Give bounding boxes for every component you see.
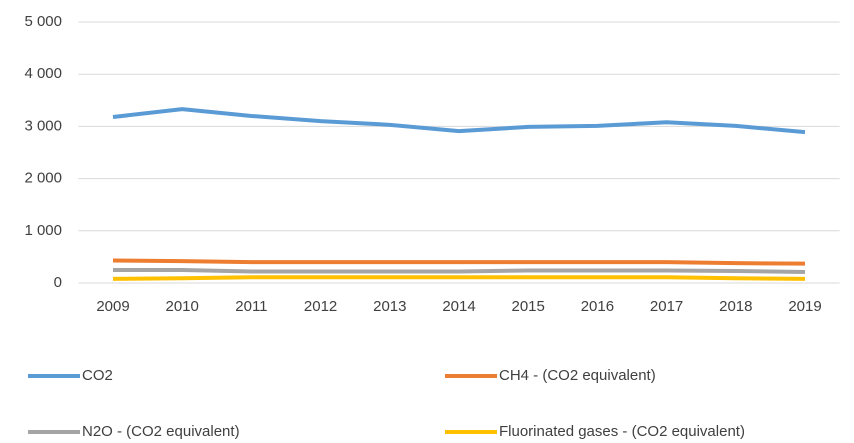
legend-label: CO2 (82, 367, 113, 384)
legend-label: CH4 - (CO2 equivalent) (499, 367, 656, 384)
x-tick-label: 2010 (166, 298, 199, 315)
x-tick-label: 2016 (581, 298, 614, 315)
x-tick-label: 2014 (442, 298, 475, 315)
x-tick-label: 2011 (235, 298, 267, 315)
series-line (112, 107, 806, 135)
x-tick-label: 2017 (650, 298, 683, 315)
series-line (112, 275, 806, 281)
y-tick-label: 0 (54, 274, 62, 291)
y-tick-label: 3 000 (24, 117, 62, 134)
x-tick-label: 2015 (512, 298, 545, 315)
x-tick-label: 2012 (304, 298, 337, 315)
y-tick-label: 1 000 (24, 222, 62, 239)
y-tick-label: 4 000 (24, 65, 62, 82)
x-tick-label: 2018 (719, 298, 752, 315)
legend-label: N2O - (CO2 equivalent) (82, 423, 240, 440)
y-tick-label: 5 000 (24, 13, 62, 30)
x-tick-label: 2019 (788, 298, 821, 315)
series-line (113, 267, 806, 275)
y-tick-label: 2 000 (24, 170, 62, 187)
legend-label: Fluorinated gases - (CO2 equivalent) (499, 423, 745, 440)
x-tick-label: 2009 (96, 298, 129, 315)
series-line (112, 258, 806, 266)
x-tick-label: 2013 (373, 298, 406, 315)
